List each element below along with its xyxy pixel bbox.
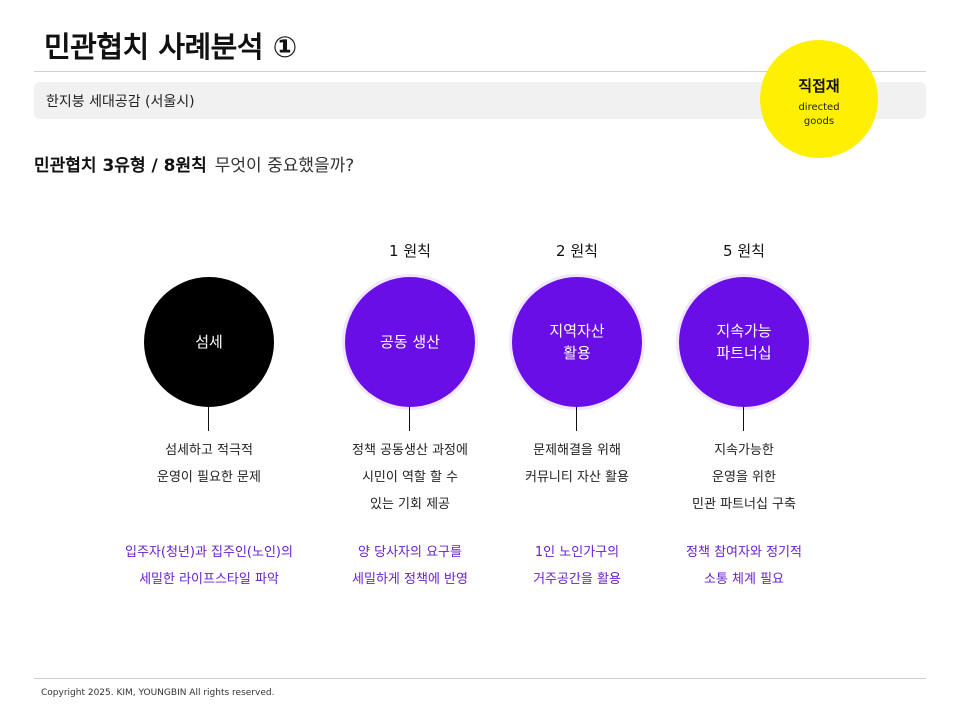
case-note-line: 세밀하게 정책에 반영 [352,572,468,587]
description-line: 문제해결을 위해 [533,443,621,458]
description: 정책 공동생산 과정에 시민이 역할 할 수 있는 기회 제공 [310,437,510,518]
badge-subtitle: directed goods [760,101,878,129]
badge-subtitle-line: goods [803,116,835,127]
description-line: 지속가능한 [714,443,774,458]
connector-line [409,407,410,431]
circle-label: 공동 생산 [380,333,440,351]
case-note-line: 양 당사자의 요구를 [358,545,462,560]
circle-label: 지속가능 [716,322,772,340]
circle-label: 섬세 [195,333,223,351]
case-note: 양 당사자의 요구를 세밀하게 정책에 반영 [300,539,520,593]
connector-line [743,407,744,431]
description-line: 운영이 필요한 문제 [157,470,261,485]
case-note: 입주자(청년)과 집주인(노인)의 세밀한 라이프스타일 파악 [99,539,319,593]
category-badge: 직접재 directed goods [760,40,878,158]
footer-divider [34,678,926,679]
connector-line [576,407,577,431]
description: 문제해결을 위해 커뮤니티 자산 활용 [477,437,677,491]
question-strong: 민관협치 3유형 / 8원칙 [34,156,207,176]
description-line: 정책 공동생산 과정에 [352,443,468,458]
circle-label: 지역자산 [549,322,605,340]
case-note-line: 거주공간을 활용 [533,572,621,587]
footer-copyright: Copyright 2025. KIM, YOUNGBIN All rights… [41,688,275,698]
case-note-line: 정책 참여자와 정기적 [686,545,802,560]
circle-node: 지역자산 활용 [512,277,642,407]
circle-node: 섬세 [144,277,274,407]
case-note: 정책 참여자와 정기적 소통 체계 필요 [634,539,854,593]
case-note-line: 1인 노인가구의 [534,545,620,560]
description: 섬세하고 적극적 운영이 필요한 문제 [109,437,309,491]
question-light: 무엇이 중요했을까? [214,156,355,176]
circle-node: 공동 생산 [345,277,475,407]
connector-line [208,407,209,431]
case-note: 1인 노인가구의 거주공간을 활용 [467,539,687,593]
badge-title: 직접재 [798,77,840,95]
description-line: 있는 기회 제공 [369,497,451,512]
title-divider [34,71,926,72]
principle-label: 1 원칙 [389,242,431,260]
description-line: 민관 파트너십 구축 [692,497,796,512]
description-line: 운영을 위한 [712,470,776,485]
badge-subtitle-line: directed [798,102,840,113]
case-note-line: 세밀한 라이프스타일 파악 [139,572,279,587]
circle-label: 파트너십 [716,344,772,362]
circle-label: 활용 [563,344,591,362]
description-line: 섬세하고 적극적 [165,443,253,458]
case-note-line: 입주자(청년)과 집주인(노인)의 [125,545,293,560]
case-note-line: 소통 체계 필요 [703,572,785,587]
principle-label: 2 원칙 [556,242,598,260]
circle-node: 지속가능 파트너십 [679,277,809,407]
question-heading: 민관협치 3유형 / 8원칙 무엇이 중요했을까? [34,151,354,176]
principle-label: 5 원칙 [723,242,765,260]
description: 지속가능한 운영을 위한 민관 파트너십 구축 [644,437,844,518]
description-line: 시민이 역할 할 수 [361,470,459,485]
subtitle-text: 한지붕 세대공감 (서울시) [46,94,195,110]
page-title: 민관협치 사례분석 ① [44,30,297,64]
description-line: 커뮤니티 자산 활용 [525,470,629,485]
